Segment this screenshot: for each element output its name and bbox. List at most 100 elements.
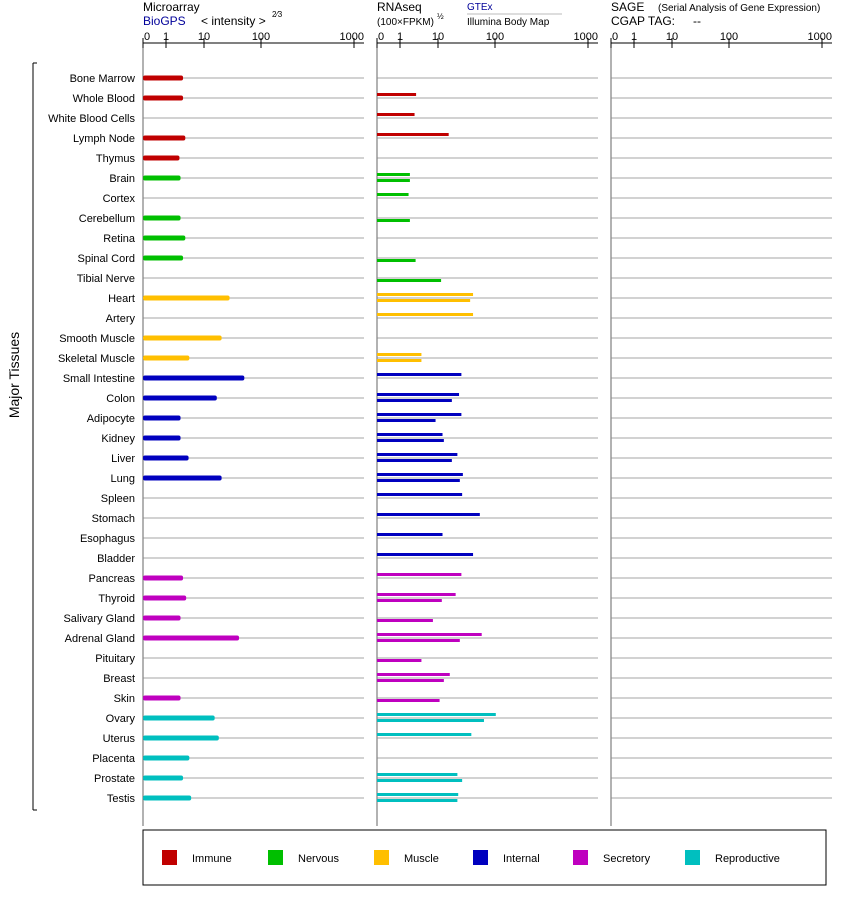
tissue-label: Pituitary xyxy=(95,653,135,665)
sage-header: SAGE (Serial Analysis of Gene Expression… xyxy=(611,0,820,28)
legend-label-nervous: Nervous xyxy=(298,853,339,865)
biogps-link[interactable]: BioGPS xyxy=(143,14,186,28)
rnaseq-ibm-bar xyxy=(377,179,410,182)
microarray-bar xyxy=(143,215,181,221)
major-tissues-label: Major Tissues xyxy=(6,332,22,418)
microarray-bar xyxy=(143,595,187,601)
microarray-bar xyxy=(143,735,219,741)
legend-label-muscle: Muscle xyxy=(404,853,439,865)
tissue-label: Stomach xyxy=(92,513,135,525)
microarray-bar xyxy=(143,395,217,401)
rnaseq-tick-label: 10 xyxy=(432,31,444,43)
legend-label-reproductive: Reproductive xyxy=(715,853,780,865)
rnaseq-tick-label: 1 xyxy=(397,31,403,43)
rnaseq-ibm-bar xyxy=(377,419,436,422)
sage-tick-label: 1 xyxy=(631,31,637,43)
rnaseq-gtex-bar xyxy=(377,673,450,676)
rnaseq-gtex-bar xyxy=(377,513,480,516)
rnaseq-gtex-bar xyxy=(377,113,415,116)
rnaseq-ibm-bar xyxy=(377,619,433,622)
sage-subtitle: (Serial Analysis of Gene Expression) xyxy=(658,3,820,14)
rnaseq-gtex-bar xyxy=(377,593,456,596)
rnaseq-ibm-bar xyxy=(377,439,444,442)
rnaseq-gtex-bar xyxy=(377,453,458,456)
tissue-label: Adipocyte xyxy=(87,413,135,425)
microarray-bar xyxy=(143,775,184,781)
legend-swatch-secretory xyxy=(573,850,588,865)
tissue-label: Adrenal Gland xyxy=(65,633,135,645)
rnaseq-gtex-bar xyxy=(377,553,474,556)
tissue-label: Testis xyxy=(107,793,136,805)
sage-title: SAGE xyxy=(611,0,644,14)
microarray-bar xyxy=(143,175,181,181)
rnaseq-gtex-bar xyxy=(377,433,443,436)
rnaseq-gtex-bar xyxy=(377,713,496,716)
microarray-title: Microarray xyxy=(143,0,200,14)
rnaseq-ibm-bar xyxy=(377,779,463,782)
tissue-label: Breast xyxy=(103,673,135,685)
tissue-label: Cortex xyxy=(103,193,136,205)
microarray-bar xyxy=(143,355,190,361)
rnaseq-gtex-bar xyxy=(377,393,460,396)
tissue-label: Uterus xyxy=(103,733,136,745)
microarray-bar xyxy=(143,575,184,581)
rnaseq-ibm-bar xyxy=(377,719,484,722)
rnaseq-gtex-bar xyxy=(377,373,462,376)
rnaseq-ibm-bar xyxy=(377,219,410,222)
rnaseq-ibm-bar xyxy=(377,799,458,802)
rnaseq-ibm-bar xyxy=(377,399,452,402)
microarray-bar xyxy=(143,375,245,381)
rnaseq-gtex-bar xyxy=(377,193,409,196)
microarray-tick-label: 100 xyxy=(252,31,270,43)
illumina-link[interactable]: Illumina Body Map xyxy=(467,17,550,28)
microarray-tick-label: 1000 xyxy=(340,31,364,43)
microarray-bar xyxy=(143,95,184,101)
rnaseq-tick-label: 1000 xyxy=(574,31,598,43)
microarray-bar xyxy=(143,335,222,341)
fpkm-exponent: ½ xyxy=(437,12,444,21)
tissue-label: White Blood Cells xyxy=(48,113,135,125)
rnaseq-ibm-bar xyxy=(377,459,452,462)
major-tissues-bracket xyxy=(32,62,37,811)
rnaseq-gtex-bar xyxy=(377,93,417,96)
tissue-label: Pancreas xyxy=(89,573,136,585)
legend-swatch-reproductive xyxy=(685,850,700,865)
gtex-link[interactable]: GTEx xyxy=(467,2,493,13)
rnaseq-ibm-bar xyxy=(377,359,422,362)
rnaseq-gtex-bar xyxy=(377,733,472,736)
legend-label-secretory: Secretory xyxy=(603,853,651,865)
intensity-label: < intensity > xyxy=(201,14,266,28)
tissue-label: Salivary Gland xyxy=(63,613,135,625)
rnaseq-tick-label: 0 xyxy=(378,31,384,43)
tissue-label: Liver xyxy=(111,453,135,465)
rnaseq-ibm-bar xyxy=(377,639,460,642)
microarray-bar xyxy=(143,295,230,301)
sage-tick-label: 1000 xyxy=(808,31,832,43)
rnaseq-ibm-bar xyxy=(377,299,471,302)
rnaseq-gtex-bar xyxy=(377,533,443,536)
rnaseq-gtex-bar xyxy=(377,793,459,796)
tissue-label: Bone Marrow xyxy=(70,73,135,85)
legend-swatch-muscle xyxy=(374,850,389,865)
rnaseq-tick-label: 100 xyxy=(486,31,504,43)
microarray-bar xyxy=(143,135,186,141)
legend-swatch-immune xyxy=(162,850,177,865)
rnaseq-header: RNAseq (100×FPKM) ½ GTEx Illumina Body M… xyxy=(377,0,562,28)
tissue-label: Heart xyxy=(108,293,135,305)
cgap-tag-value: -- xyxy=(693,14,701,28)
rnaseq-gtex-bar xyxy=(377,493,463,496)
microarray-bar xyxy=(143,795,192,801)
rnaseq-ibm-bar xyxy=(377,659,422,662)
rnaseq-ibm-bar xyxy=(377,479,460,482)
rnaseq-gtex-bar xyxy=(377,413,462,416)
legend-label-internal: Internal xyxy=(503,853,540,865)
microarray-bar xyxy=(143,455,189,461)
legend-label-immune: Immune xyxy=(192,853,232,865)
tissue-label: Brain xyxy=(109,173,135,185)
tissue-label: Esophagus xyxy=(80,533,136,545)
microarray-bar xyxy=(143,755,190,761)
microarray-header: Microarray BioGPS < intensity > 2⁄3 xyxy=(143,0,283,28)
rnaseq-ibm-bar xyxy=(377,599,442,602)
legend-swatch-internal xyxy=(473,850,488,865)
